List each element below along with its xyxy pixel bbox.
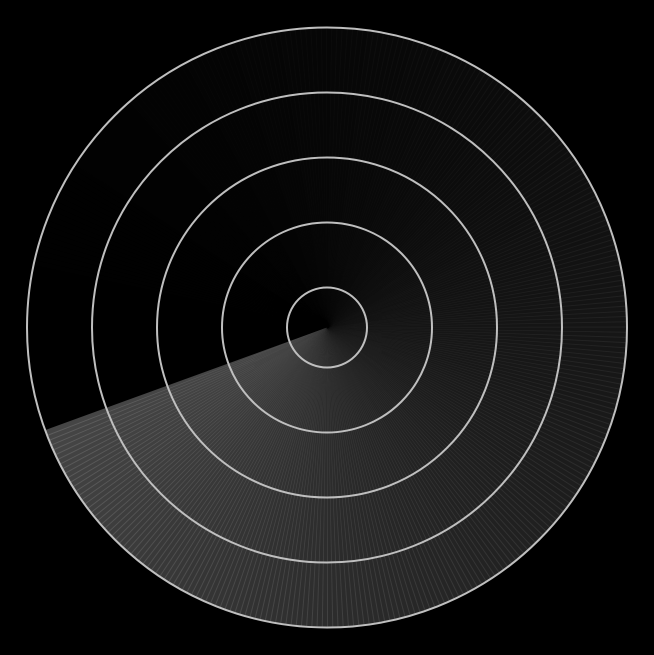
radar-svg	[0, 0, 654, 655]
radar-sweep	[27, 28, 627, 628]
radar-display	[0, 0, 654, 655]
